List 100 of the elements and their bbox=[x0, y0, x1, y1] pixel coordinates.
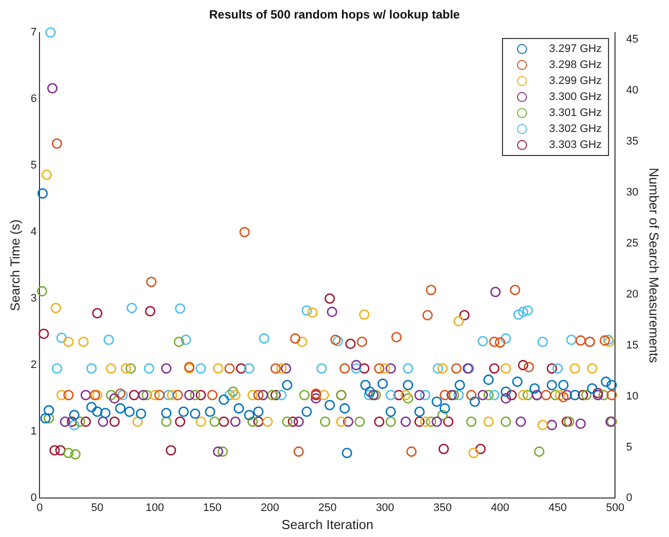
point bbox=[161, 363, 172, 374]
y2-tick-label: 40 bbox=[626, 84, 638, 97]
point bbox=[354, 416, 365, 427]
point bbox=[180, 334, 192, 346]
point bbox=[402, 380, 414, 390]
point bbox=[374, 363, 384, 374]
point bbox=[575, 418, 586, 429]
y2-tick-label: 30 bbox=[626, 186, 638, 198]
point bbox=[351, 360, 362, 370]
point bbox=[44, 405, 54, 416]
point bbox=[324, 400, 335, 410]
point bbox=[578, 390, 588, 400]
point bbox=[56, 390, 67, 400]
point bbox=[228, 386, 238, 397]
point bbox=[80, 416, 91, 427]
x-tick-label: 350 bbox=[433, 502, 452, 514]
point bbox=[218, 446, 228, 457]
point bbox=[154, 390, 165, 400]
point bbox=[163, 390, 174, 400]
point bbox=[92, 308, 102, 318]
point bbox=[282, 416, 292, 427]
point bbox=[109, 393, 120, 404]
point bbox=[336, 416, 346, 427]
y2-tick-label: 5 bbox=[626, 441, 632, 454]
point bbox=[391, 332, 402, 342]
point bbox=[513, 309, 524, 320]
point bbox=[546, 363, 558, 374]
chart-title: Results of 500 random hops w/ lookup table bbox=[209, 8, 460, 22]
point bbox=[402, 393, 414, 404]
point bbox=[144, 363, 154, 374]
point bbox=[581, 390, 592, 400]
point bbox=[66, 416, 78, 427]
point bbox=[534, 446, 544, 457]
x-tick-label: 200 bbox=[260, 502, 280, 514]
point bbox=[253, 416, 264, 427]
point bbox=[161, 408, 172, 418]
point bbox=[386, 390, 396, 400]
point bbox=[92, 390, 102, 400]
point bbox=[190, 390, 200, 400]
point bbox=[299, 390, 310, 400]
point bbox=[218, 416, 230, 427]
point bbox=[45, 27, 56, 38]
point bbox=[117, 390, 128, 400]
point bbox=[78, 336, 89, 348]
point bbox=[270, 390, 281, 400]
point bbox=[516, 416, 526, 427]
point bbox=[529, 383, 540, 394]
x-axis-title: Search Iteration bbox=[282, 516, 374, 532]
point bbox=[359, 309, 370, 320]
point bbox=[244, 410, 254, 420]
point bbox=[478, 336, 488, 346]
point bbox=[52, 363, 62, 374]
point bbox=[253, 406, 264, 417]
point bbox=[230, 390, 241, 400]
point bbox=[432, 396, 442, 407]
point bbox=[166, 390, 178, 400]
point bbox=[540, 390, 552, 400]
point bbox=[196, 363, 206, 374]
point bbox=[414, 416, 425, 427]
point bbox=[196, 416, 206, 427]
point bbox=[342, 416, 354, 427]
point bbox=[468, 448, 479, 458]
point bbox=[184, 390, 195, 400]
point bbox=[69, 420, 80, 430]
point bbox=[128, 390, 140, 400]
point bbox=[41, 170, 52, 180]
point bbox=[606, 380, 617, 390]
point bbox=[320, 416, 330, 427]
point bbox=[196, 390, 206, 400]
point bbox=[524, 362, 534, 372]
point bbox=[380, 363, 390, 374]
point bbox=[518, 306, 528, 318]
point bbox=[554, 390, 566, 400]
y2-tick-label: 15 bbox=[626, 339, 638, 352]
y-tick-label: 7 bbox=[30, 26, 37, 38]
point bbox=[230, 416, 241, 427]
legend-label: 3.299 GHz bbox=[549, 75, 602, 88]
point bbox=[552, 363, 563, 374]
legend-label: 3.297 GHz bbox=[549, 43, 602, 56]
point bbox=[293, 446, 304, 457]
point bbox=[364, 386, 376, 397]
point bbox=[414, 406, 425, 417]
point bbox=[537, 420, 548, 430]
y-tick-label: 5 bbox=[30, 160, 37, 172]
y2-tick-label: 20 bbox=[626, 288, 638, 300]
point bbox=[310, 393, 322, 404]
point bbox=[550, 390, 561, 400]
point bbox=[332, 336, 343, 346]
point bbox=[400, 390, 411, 400]
point bbox=[63, 336, 74, 348]
point bbox=[142, 390, 152, 400]
point bbox=[489, 390, 500, 400]
point bbox=[190, 408, 200, 419]
point bbox=[302, 406, 312, 417]
point bbox=[209, 416, 220, 427]
point bbox=[506, 390, 517, 400]
y2-tick-label: 35 bbox=[626, 135, 638, 148]
x-tick-label: 450 bbox=[548, 502, 567, 514]
point bbox=[483, 416, 494, 427]
point bbox=[316, 363, 327, 374]
